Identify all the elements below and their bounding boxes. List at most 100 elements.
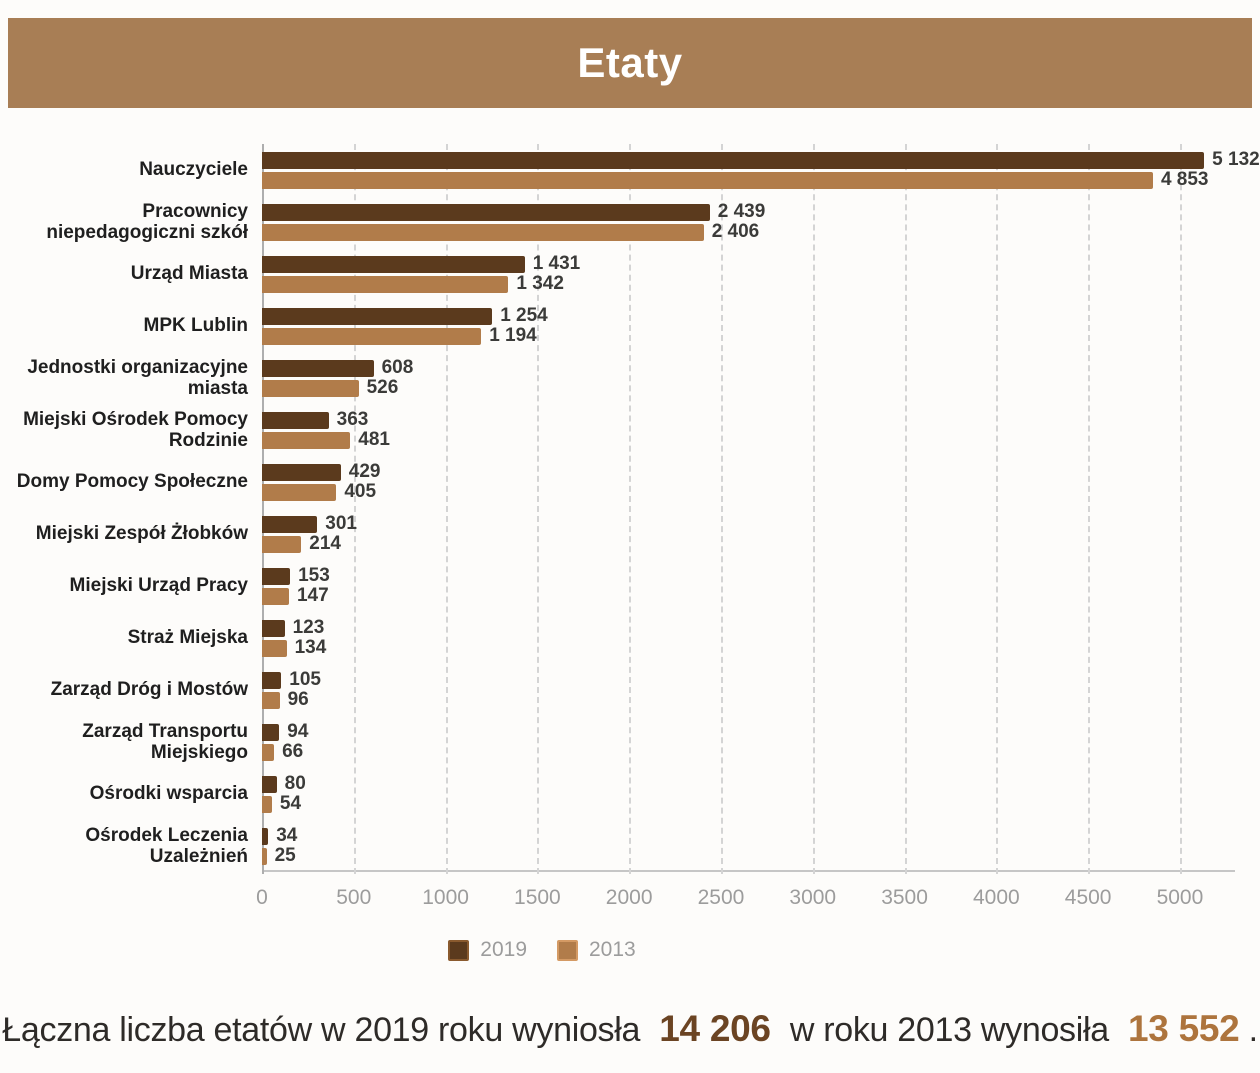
bar-group: 153 147: [262, 565, 1235, 606]
x-tick-label: 1000: [422, 886, 469, 909]
gridline: [1088, 144, 1091, 874]
bar-line-2019: 363: [262, 409, 1235, 430]
bar-2019: [262, 411, 329, 429]
category-label: Nauczyciele: [139, 159, 248, 181]
chart-body: Nauczyciele 5 132 4 853 Pracownicy niepedag…: [0, 144, 1260, 874]
bar-line-2019: 301: [262, 513, 1235, 534]
gridline: [904, 144, 907, 874]
bar-2013: [262, 275, 509, 293]
value-label-2019: 5 132: [1212, 149, 1260, 170]
chart-row: Miejski Ośrodek Pomocy Rodzinie 363 481: [0, 404, 1235, 456]
bar-2019: [262, 359, 374, 377]
value-label-2019: 1 254: [500, 305, 548, 326]
value-label-2013: 2 406: [711, 221, 760, 242]
value-label-2019: 123: [292, 617, 325, 638]
bar-line-2013: 54: [262, 793, 1235, 814]
bar-2013: [262, 431, 351, 449]
category-label: Straż Miejska: [127, 627, 248, 649]
bar-2013: [262, 795, 272, 813]
bar-2013: [262, 483, 337, 501]
chart-row: Zarząd Dróg i Mostów 105 96: [0, 664, 1235, 716]
legend-item-2013: 2013: [557, 938, 636, 962]
bar-2019: [262, 463, 341, 481]
chart-row: Miejski Urząd Pracy 153 147: [0, 560, 1235, 612]
value-label-2019: 429: [348, 461, 381, 482]
bar-2013: [262, 327, 482, 345]
value-label-2019: 1 431: [532, 253, 581, 274]
x-tick-label: 2500: [697, 886, 745, 909]
bar-2019: [262, 775, 277, 793]
gridline: [537, 144, 540, 874]
x-tick-label: 3500: [881, 886, 928, 909]
bar-line-2013: 526: [262, 377, 1235, 398]
value-label-2013: 1 342: [516, 273, 564, 294]
summary-text: Łączna liczba etatów w 2019 roku wyniosł…: [0, 1008, 1260, 1050]
legend-label-2013: 2013: [589, 938, 636, 961]
bar-line-2019: 608: [262, 357, 1235, 378]
bar-2019: [262, 151, 1205, 169]
chart-row: Straż Miejska 123 134: [0, 612, 1235, 664]
legend: 2019 2013: [0, 938, 1172, 962]
bar-line-2019: 1 431: [262, 253, 1235, 274]
bar-2019: [262, 827, 269, 845]
bar-line-2019: 429: [262, 461, 1235, 482]
value-label-2019: 363: [336, 409, 369, 430]
bar-group: 301 214: [262, 513, 1235, 554]
x-tick-label: 1500: [514, 886, 561, 909]
value-label-2013: 405: [344, 481, 377, 502]
grid-layer: [262, 144, 1235, 874]
bar-2013: [262, 847, 267, 865]
value-label-2019: 2 439: [717, 201, 766, 222]
value-label-2019: 94: [287, 721, 309, 742]
chart-row: Domy Pomocy Społeczne 429 405: [0, 456, 1235, 508]
category-label: Miejski Zespół Żłobków: [35, 523, 248, 545]
value-label-2013: 4 853: [1160, 169, 1209, 190]
bar-2013: [262, 691, 280, 709]
gridline: [353, 144, 356, 874]
bar-line-2019: 5 132: [262, 149, 1260, 170]
legend-swatch-2013: [557, 939, 578, 961]
value-label-2013: 96: [287, 689, 309, 710]
value-label-2019: 153: [298, 565, 330, 586]
chart-row: Nauczyciele 5 132 4 853: [0, 144, 1260, 196]
bar-2013: [262, 587, 289, 605]
category-label: Miejski Urząd Pracy: [69, 575, 248, 597]
bar-line-2013: 405: [262, 481, 1235, 502]
gridline: [445, 144, 448, 874]
category-label: Zarząd Transportu Miejskiego: [82, 720, 248, 763]
bar-line-2019: 105: [262, 669, 1235, 690]
bar-group: 1 254 1 194: [262, 305, 1235, 346]
bar-line-2013: 147: [262, 585, 1235, 606]
bar-line-2013: 66: [262, 741, 1235, 762]
bar-group: 34 25: [262, 825, 1235, 866]
value-label-2013: 214: [309, 533, 341, 554]
value-label-2019: 301: [325, 513, 357, 534]
bar-group: 105 96: [262, 669, 1235, 710]
bar-group: 2 439 2 406: [262, 201, 1235, 242]
value-label-2013: 66: [282, 741, 304, 762]
bar-2019: [262, 515, 318, 533]
bar-line-2013: 25: [262, 845, 1235, 866]
y-axis-line: [262, 144, 264, 874]
bar-group: 80 54: [262, 773, 1235, 814]
bar-2013: [262, 171, 1153, 189]
gridline: [996, 144, 999, 874]
bar-line-2019: 1 254: [262, 305, 1235, 326]
chart-row: Miejski Zespół Żłobków 301 214: [0, 508, 1235, 560]
chart-row: Ośrodki wsparcia 80 54: [0, 768, 1235, 820]
bar-group: 363 481: [262, 409, 1235, 450]
category-label: Pracownicy niepedagogiczni szkół: [46, 200, 248, 243]
chart-rows: Nauczyciele 5 132 4 853 Pracownicy niepedag…: [0, 144, 1260, 872]
bar-2019: [262, 203, 710, 221]
category-label: Domy Pomocy Społeczne: [16, 471, 248, 493]
category-label: Miejski Ośrodek Pomocy Rodzinie: [23, 408, 248, 451]
category-label: Ośrodki wsparcia: [89, 783, 248, 805]
chart-row: Urząd Miasta 1 431 1 342: [0, 248, 1235, 300]
bar-2013: [262, 535, 302, 553]
bar-line-2019: 153: [262, 565, 1235, 586]
category-label: Zarząd Dróg i Mostów: [50, 679, 248, 701]
bar-2013: [262, 743, 275, 761]
value-label-2013: 134: [294, 637, 327, 658]
value-label-2019: 80: [284, 773, 306, 794]
bar-group: 94 66: [262, 721, 1235, 762]
